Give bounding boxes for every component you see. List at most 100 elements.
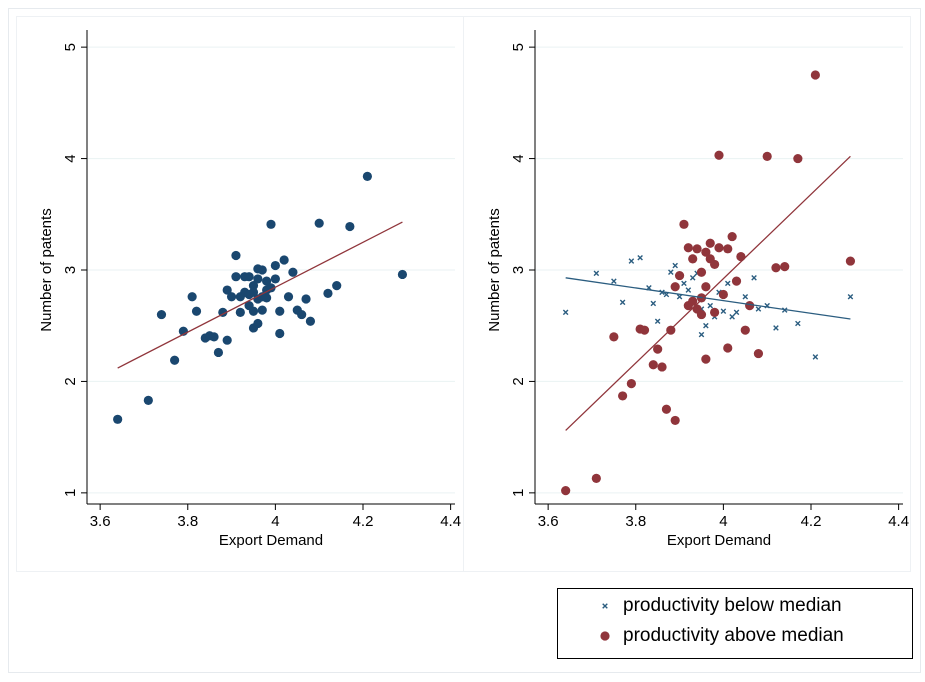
- point: [688, 254, 698, 264]
- y-tick-label: 1: [62, 489, 79, 497]
- point: [253, 274, 263, 284]
- x-tick-label: 3.6: [90, 513, 111, 530]
- point: [332, 281, 342, 291]
- point: [345, 221, 355, 232]
- point: [705, 238, 715, 248]
- point: [681, 280, 687, 287]
- legend-label: productivity below median: [623, 595, 842, 616]
- point: [248, 306, 259, 316]
- point: [222, 335, 232, 345]
- y-tick-label: 2: [510, 377, 527, 385]
- legend-marker: [602, 603, 608, 609]
- point: [701, 354, 711, 364]
- point: [696, 309, 707, 320]
- y-tick-label: 4: [62, 154, 79, 162]
- x-tick-label: 4: [719, 513, 727, 530]
- point: [244, 272, 254, 282]
- fit-line: [565, 155, 851, 431]
- point: [710, 259, 720, 270]
- point: [262, 276, 272, 286]
- point: [753, 348, 764, 359]
- point: [262, 293, 272, 303]
- x-axis-label: Export Demand: [219, 532, 323, 549]
- point: [619, 299, 626, 306]
- point: [771, 263, 781, 273]
- point: [248, 287, 259, 297]
- point: [248, 281, 259, 291]
- point: [847, 293, 854, 300]
- point: [257, 265, 267, 275]
- point: [235, 307, 245, 317]
- point: [718, 289, 728, 300]
- x-tick-label: 3.8: [625, 513, 646, 530]
- x-tick-label: 4.2: [353, 513, 374, 530]
- point: [279, 255, 289, 265]
- point: [288, 267, 298, 277]
- point: [323, 288, 333, 298]
- point: [674, 270, 685, 281]
- point: [593, 270, 600, 277]
- point: [698, 331, 705, 338]
- point: [609, 332, 619, 342]
- point: [113, 414, 123, 424]
- point: [724, 280, 731, 287]
- point: [591, 473, 601, 483]
- point: [723, 343, 733, 353]
- point: [561, 486, 571, 496]
- point: [270, 274, 280, 284]
- point: [701, 282, 711, 292]
- x-tick-label: 4.4: [440, 513, 461, 530]
- point: [143, 395, 153, 405]
- x-tick-label: 3.6: [538, 513, 559, 530]
- point: [773, 325, 779, 331]
- point: [703, 322, 709, 329]
- point: [710, 307, 720, 317]
- point: [672, 262, 678, 269]
- point: [714, 243, 724, 253]
- point: [723, 244, 733, 254]
- x-tick-label: 4.4: [888, 513, 909, 530]
- point: [209, 332, 219, 342]
- y-tick-label: 3: [62, 266, 79, 274]
- point: [191, 306, 202, 316]
- point: [742, 293, 749, 300]
- point: [812, 354, 819, 360]
- point: [170, 355, 180, 365]
- point: [780, 262, 790, 272]
- point: [670, 282, 680, 292]
- point: [231, 272, 241, 282]
- point: [845, 256, 856, 266]
- point: [657, 362, 667, 372]
- point: [707, 302, 714, 309]
- point: [654, 318, 661, 325]
- point: [683, 243, 693, 253]
- point: [661, 404, 672, 414]
- point: [314, 218, 324, 228]
- legend-marker: [600, 631, 610, 641]
- point: [810, 70, 820, 80]
- point: [275, 306, 285, 316]
- point: [733, 309, 740, 316]
- y-tick-label: 2: [62, 377, 79, 385]
- point: [676, 293, 683, 300]
- point: [639, 325, 650, 335]
- point: [668, 269, 674, 276]
- point: [618, 391, 628, 401]
- y-axis-label: Number of patents: [38, 208, 55, 331]
- panel-frame: [463, 16, 911, 572]
- y-axis-label: Number of patents: [486, 208, 503, 331]
- point: [156, 309, 167, 320]
- point: [670, 415, 680, 426]
- point: [795, 320, 801, 327]
- point: [731, 276, 742, 286]
- point: [755, 306, 762, 312]
- point: [222, 285, 232, 295]
- point: [762, 151, 772, 161]
- point: [729, 314, 735, 320]
- point: [562, 309, 569, 316]
- point: [679, 219, 689, 229]
- point: [637, 254, 643, 261]
- point: [266, 219, 276, 229]
- point: [793, 153, 803, 164]
- point: [689, 275, 696, 281]
